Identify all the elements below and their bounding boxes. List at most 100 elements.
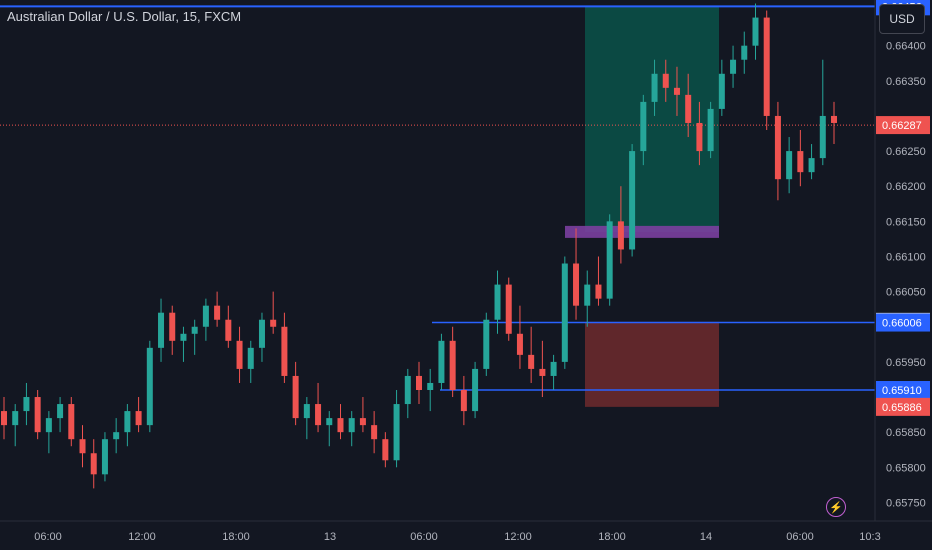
candle-body [528, 354, 535, 369]
candle-body [124, 411, 131, 433]
y-tick-label: 0.66200 [886, 181, 926, 193]
candle-body [595, 284, 602, 299]
candle-body [158, 312, 165, 348]
candle-body [472, 368, 479, 412]
candle-body [651, 73, 658, 102]
candle-body [34, 397, 41, 433]
candle-body [202, 305, 209, 327]
currency-button[interactable]: USD [879, 4, 925, 34]
x-tick-label: 13 [324, 531, 336, 543]
candle-body [371, 425, 378, 440]
candle-body [247, 347, 254, 369]
candle-body [315, 404, 322, 426]
candle-body [640, 101, 647, 152]
candle-body [191, 326, 198, 334]
price-axis: 0.66400 0.66350 0.66250 0.66200 0.66150 0.661… [0, 0, 932, 522]
candle-body [225, 319, 232, 341]
candle-body [79, 439, 86, 454]
candle-body [819, 115, 826, 159]
candle-body [617, 221, 624, 250]
y-tick-label: 0.65850 [886, 427, 926, 439]
x-tick-label: 18:00 [222, 531, 250, 543]
x-tick-label: 10:3 [859, 531, 880, 543]
candles [1, 3, 837, 489]
candle-body [707, 108, 714, 152]
time-axis: 06:00 12:00 18:00 13 06:00 12:00 18:00 14 06:00 1… [34, 531, 880, 543]
x-tick-label: 12:00 [504, 531, 532, 543]
candle-body [404, 375, 411, 405]
candle-body [460, 390, 467, 412]
price-badge-text: 0.65910 [882, 385, 922, 397]
price-badge [876, 397, 930, 416]
candle-body [584, 284, 591, 306]
candle-body [281, 326, 288, 376]
y-tick-label: 0.66400 [886, 41, 926, 53]
candle-body [718, 73, 725, 109]
candle-body [741, 45, 748, 60]
candle-body [68, 404, 75, 440]
y-tick-label: 0.66150 [886, 216, 926, 228]
candle-body [831, 115, 837, 123]
candle-body [505, 284, 512, 334]
symbol-title: Australian Dollar / U.S. Dollar, 15, FXC… [7, 9, 242, 24]
candle-body [673, 87, 680, 95]
x-tick-label: 06:00 [410, 531, 438, 543]
candle-body [438, 340, 445, 383]
candle-body [662, 73, 669, 88]
candle-body [326, 418, 333, 426]
candle-body [214, 305, 221, 320]
candle-body [348, 418, 355, 433]
lightning-icon[interactable]: ⚡ [826, 497, 846, 517]
candle-body [786, 151, 793, 180]
candle-body [45, 418, 52, 433]
x-tick-label: 18:00 [598, 531, 626, 543]
candle-body [752, 17, 759, 46]
candle-body [629, 151, 636, 250]
candle-body [90, 453, 97, 475]
candle-body [180, 333, 187, 341]
candle-body [270, 319, 277, 327]
candle-body [797, 151, 804, 173]
candle-body [808, 158, 815, 173]
stop-zone [585, 321, 719, 407]
price-badge-text: 0.65886 [882, 402, 922, 414]
candle-body [393, 404, 400, 461]
price-badge [876, 313, 930, 332]
candle-body [449, 340, 456, 390]
candle-body [146, 347, 153, 426]
y-tick-label: 0.65950 [886, 357, 926, 369]
candle-body [359, 418, 366, 426]
candle-body [606, 221, 613, 299]
entry-marker [565, 225, 719, 238]
y-tick-label: 0.66350 [886, 76, 926, 88]
horizontal-lines [0, 5, 875, 391]
candle-body [337, 418, 344, 433]
candle-body [516, 333, 523, 355]
candle-body [573, 263, 580, 306]
price-labels: 0.664560.662870.660070.660060.659100.658… [876, 0, 930, 416]
x-tick-label: 12:00 [128, 531, 156, 543]
candle-body [685, 94, 692, 123]
candle-body [101, 439, 108, 475]
candle-body [483, 319, 490, 369]
candle-body [113, 432, 120, 440]
candle-body [561, 263, 568, 362]
position-zones [565, 7, 719, 407]
x-tick-label: 14 [700, 531, 712, 543]
candle-body [539, 368, 546, 376]
candle-body [236, 340, 243, 369]
y-tick-label: 0.66050 [886, 287, 926, 299]
candle-body [12, 411, 19, 426]
candle-body [494, 284, 501, 320]
y-tick-label: 0.65750 [886, 497, 926, 509]
candle-body [427, 382, 434, 390]
candle-body [169, 312, 176, 341]
candle-body [774, 115, 781, 180]
candle-body [135, 411, 142, 426]
candle-body [763, 17, 770, 116]
price-badge [876, 116, 930, 135]
x-tick-label: 06:00 [786, 531, 814, 543]
price-badge [876, 381, 930, 399]
candle-body [292, 375, 299, 419]
